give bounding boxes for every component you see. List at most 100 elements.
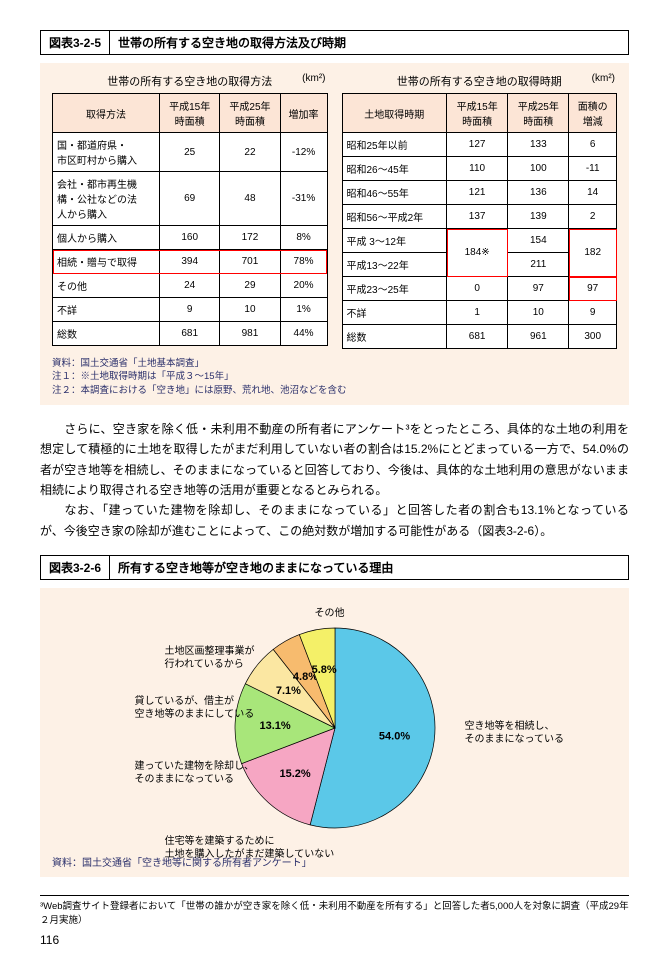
table-cell: 121 — [447, 181, 508, 205]
footnote-rule — [40, 895, 629, 896]
table-cell: 平成23～25年 — [342, 277, 447, 301]
table-cell: 136 — [508, 181, 569, 205]
table-row: 相続・贈与で取得39470178% — [53, 250, 328, 274]
table-cell: 44% — [280, 322, 327, 346]
paragraph-1: さらに、空き家を除く低・未利用不動産の所有者にアンケート³をとったところ、具体的… — [40, 419, 629, 501]
table-row: 平成 3～12年184※154182 — [342, 229, 617, 253]
pie-value-label: 54.0% — [378, 731, 409, 743]
paragraph-2: なお、「建っていた建物を除却し、そのままになっている」と回答した者の割合も13.… — [40, 500, 629, 541]
table-cell: 22 — [220, 133, 280, 172]
table-cell: 139 — [508, 205, 569, 229]
table-row: その他242920% — [53, 274, 328, 298]
table-header: 土地取得時期 — [342, 94, 447, 133]
table-cell: 25 — [160, 133, 220, 172]
table-cell: 昭和25年以前 — [342, 133, 447, 157]
table-row: 平成23～25年09797 — [342, 277, 617, 301]
table-row: 不詳9101% — [53, 298, 328, 322]
table-cell: 394 — [160, 250, 220, 274]
pie-value-label: 5.8% — [311, 664, 336, 676]
table-header: 増加率 — [280, 94, 327, 133]
figure-3-2-6-header: 図表3-2-6 所有する空き地等が空き地のままになっている理由 — [40, 555, 629, 580]
table-cell: その他 — [53, 274, 160, 298]
table-cell: 29 — [220, 274, 280, 298]
table-cell: 172 — [220, 226, 280, 250]
table-cell: 69 — [160, 172, 220, 226]
pie-chart: 54.0%15.2%13.1%7.1%4.8%5.8% — [225, 618, 445, 838]
table-row: 総数68198144% — [53, 322, 328, 346]
note-line: 注２：本調査における「空き地」には原野、荒れ地、池沼などを含む — [52, 384, 617, 397]
table-cell: 個人から購入 — [53, 226, 160, 250]
pie-value-label: 15.2% — [279, 768, 310, 780]
table-cell: 100 — [508, 157, 569, 181]
figure-3-2-5-notes: 資料：国土交通省「土地基本調査」注１：※土地取得時期は「平成３～15年」注２：本… — [52, 357, 617, 397]
table-header: 平成25年時面積 — [508, 94, 569, 133]
pie-chart-container: 54.0%15.2%13.1%7.1%4.8%5.8% 空き地等を相続し、そのま… — [52, 598, 617, 854]
table-cell: 110 — [447, 157, 508, 181]
table-cell: 48 — [220, 172, 280, 226]
left-table-caption: 世帯の所有する空き地の取得方法 (km²) — [52, 73, 328, 89]
table-cell: 160 — [160, 226, 220, 250]
table-cell: 8% — [280, 226, 327, 250]
body-paragraphs: さらに、空き家を除く低・未利用不動産の所有者にアンケート³をとったところ、具体的… — [40, 419, 629, 541]
figure-number: 図表3-2-5 — [41, 31, 110, 54]
table-cell: 9 — [569, 301, 617, 325]
table-header: 平成15年時面積 — [447, 94, 508, 133]
footnote: ³Web調査サイト登録者において「世帯の誰かが空き家を除く低・未利用不動産を所有… — [40, 900, 629, 927]
figure-title: 世帯の所有する空き地の取得方法及び時期 — [110, 31, 354, 54]
table-cell: 20% — [280, 274, 327, 298]
table-cell: 総数 — [53, 322, 160, 346]
table-cell: 211 — [508, 253, 569, 277]
table-row: 国・都道府県・市区町村から購入2522-12% — [53, 133, 328, 172]
table-cell: 133 — [508, 133, 569, 157]
table-row: 個人から購入1601728% — [53, 226, 328, 250]
table-header: 取得方法 — [53, 94, 160, 133]
table-cell: 681 — [447, 325, 508, 349]
table-row: 会社・都市再生機構・公社などの法人から購入6948-31% — [53, 172, 328, 226]
table-row: 不詳1109 — [342, 301, 617, 325]
figure-3-2-5-header: 図表3-2-5 世帯の所有する空き地の取得方法及び時期 — [40, 30, 629, 55]
table-cell: 不詳 — [342, 301, 447, 325]
table-cell: 137 — [447, 205, 508, 229]
table-cell: 182 — [569, 229, 617, 277]
table-cell: 97 — [569, 277, 617, 301]
pie-category-label: 住宅等を建築するために土地を購入したがまだ建築していない — [165, 836, 335, 861]
table-cell: 701 — [220, 250, 280, 274]
pie-category-label: 空き地等を相続し、そのままになっている — [465, 721, 565, 746]
acquisition-method-table: 取得方法平成15年時面積平成25年時面積増加率国・都道府県・市区町村から購入25… — [52, 93, 328, 346]
table-header: 平成15年時面積 — [160, 94, 220, 133]
table-cell: 10 — [220, 298, 280, 322]
table-cell: 10 — [508, 301, 569, 325]
acquisition-period-table: 土地取得時期平成15年時面積平成25年時面積面積の増減昭和25年以前127133… — [342, 93, 618, 349]
table-cell: 会社・都市再生機構・公社などの法人から購入 — [53, 172, 160, 226]
note-line: 注１：※土地取得時期は「平成３～15年」 — [52, 370, 617, 383]
table-cell: 127 — [447, 133, 508, 157]
table-cell: 国・都道府県・市区町村から購入 — [53, 133, 160, 172]
table-cell: 昭和46～55年 — [342, 181, 447, 205]
table-cell: 154 — [508, 229, 569, 253]
table-row: 昭和56～平成2年1371392 — [342, 205, 617, 229]
table-row: 総数681961300 — [342, 325, 617, 349]
table-cell: 681 — [160, 322, 220, 346]
figure-3-2-5-panel: 世帯の所有する空き地の取得方法 (km²) 取得方法平成15年時面積平成25年時… — [40, 63, 629, 405]
table-cell: 24 — [160, 274, 220, 298]
table-cell: 97 — [508, 277, 569, 301]
pie-category-label: 土地区画整理事業が行われているから — [165, 646, 255, 671]
table-row: 昭和25年以前1271336 — [342, 133, 617, 157]
note-line: 資料：国土交通省「土地基本調査」 — [52, 357, 617, 370]
figure-title: 所有する空き地等が空き地のままになっている理由 — [110, 556, 401, 579]
pie-category-label: 建っていた建物を除却し、そのままになっている — [135, 761, 255, 786]
table-cell: 昭和26～45年 — [342, 157, 447, 181]
pie-category-label: 貸しているが、借主が空き地等のままにしている — [135, 696, 255, 721]
table-cell: 78% — [280, 250, 327, 274]
pie-category-label: その他 — [315, 608, 345, 621]
table-cell: 1% — [280, 298, 327, 322]
table-cell: 2 — [569, 205, 617, 229]
table-cell: 961 — [508, 325, 569, 349]
table-cell: -11 — [569, 157, 617, 181]
table-cell: -12% — [280, 133, 327, 172]
figure-number: 図表3-2-6 — [41, 556, 110, 579]
table-cell: 300 — [569, 325, 617, 349]
table-cell: 0 — [447, 277, 508, 301]
table-cell: 184※ — [447, 229, 508, 277]
table-row: 昭和46～55年12113614 — [342, 181, 617, 205]
